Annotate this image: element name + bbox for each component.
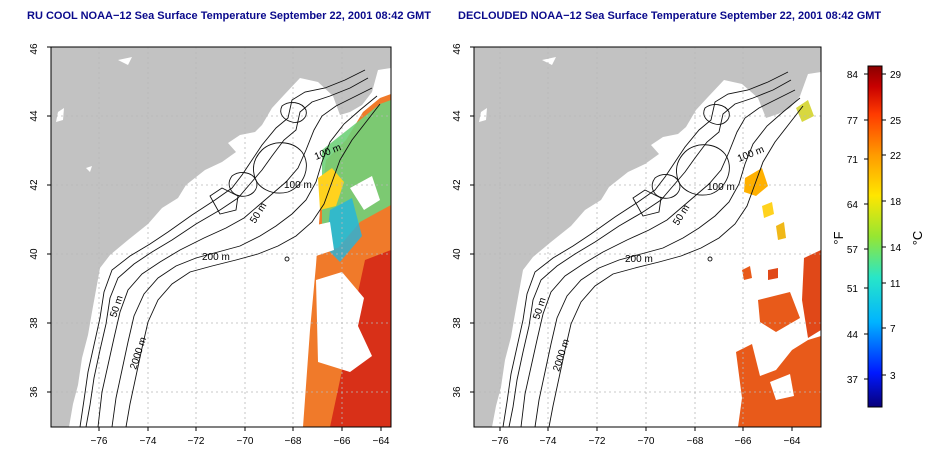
colorbar-f-tick-37: 37 (847, 375, 859, 386)
right-sst-patch-mid (758, 292, 800, 332)
right-y-tick-40: 40 (452, 248, 463, 260)
right-land-mass (474, 47, 821, 427)
left-x-tick-66: −66 (334, 436, 351, 447)
left-y-tick-36: 36 (29, 386, 40, 398)
right-label-200m: 200 m (625, 254, 653, 265)
right-x-tick-70: −70 (638, 436, 655, 447)
left-y-tick-42: 42 (29, 179, 40, 191)
left-lake-2 (56, 108, 64, 122)
left-bathymetry-contours (79, 69, 381, 428)
right-x-tick-74: −74 (540, 436, 557, 447)
left-panel-title: RU COOL NOAA−12 Sea Surface Temperature … (27, 10, 432, 22)
colorbar-fahrenheit-unit: °F (831, 231, 846, 244)
colorbar-f-tick-77: 77 (847, 116, 859, 127)
left-x-tick-74: −74 (140, 436, 157, 447)
right-sst-patch-east (802, 250, 821, 338)
right-bathymetry-contours (502, 71, 804, 428)
right-grid (474, 47, 821, 427)
right-x-tick-66: −66 (735, 436, 752, 447)
right-y-tick-38: 38 (452, 317, 463, 329)
right-x-tick-68: −68 (687, 436, 704, 447)
right-sst-patch-small (742, 266, 752, 280)
left-map-frame (50, 46, 392, 428)
right-cloud-gap (770, 374, 794, 400)
right-label-100m-south: 100 m (707, 182, 735, 193)
right-lake-2 (542, 57, 556, 65)
colorbar-gradient (867, 65, 883, 408)
left-label-200m: 200 m (202, 252, 230, 263)
left-sst-yellow (318, 168, 344, 210)
colorbar-c-tick-7: 7 (890, 324, 896, 335)
colorbar-c-tick-14: 14 (890, 243, 902, 254)
left-x-tick-72: −72 (188, 436, 205, 447)
colorbar-f-tick-51: 51 (847, 284, 859, 295)
left-x-tick-68: −68 (285, 436, 302, 447)
right-lake (479, 108, 487, 122)
colorbar-f-tick-57: 57 (847, 245, 859, 256)
right-map-frame (473, 46, 822, 428)
colorbar-c-tick-3: 3 (890, 371, 896, 382)
left-y-tick-44: 44 (29, 110, 40, 122)
right-x-tick-72: −72 (589, 436, 606, 447)
right-x-tick-76: −76 (492, 436, 509, 447)
left-y-tick-46: 46 (29, 43, 40, 55)
colorbar-c-tick-18: 18 (890, 197, 902, 208)
left-cloud-gap (316, 272, 372, 372)
left-grid (51, 47, 391, 427)
right-sst-patch-front-3 (776, 222, 786, 240)
right-sst-patch-small-2 (768, 268, 778, 280)
right-x-tick-64: −64 (784, 436, 801, 447)
colorbar-f-tick-64: 64 (847, 200, 859, 211)
colorbar-celsius-unit: °C (910, 231, 925, 246)
colorbar-f-tick-84: 84 (847, 70, 859, 81)
left-label-100m-south: 100 m (284, 180, 312, 191)
left-land-mass (51, 47, 391, 427)
right-ticks (470, 46, 793, 431)
colorbar-f-tick-71: 71 (847, 155, 859, 166)
colorbar-c-tick-22: 22 (890, 151, 902, 162)
left-y-tick-40: 40 (29, 248, 40, 260)
left-lake-3 (86, 166, 92, 172)
left-cloud-gap-2 (350, 176, 380, 210)
right-map-panel: 100 m 100 m 50 m 200 m 50 m 2000 m −76 −… (452, 43, 822, 447)
right-panel-title: DECLOUDED NOAA−12 Sea Surface Temperatur… (458, 10, 882, 22)
left-y-tick-38: 38 (29, 317, 40, 329)
left-cloud-gap-3 (312, 222, 334, 256)
colorbar-c-tick-25: 25 (890, 116, 902, 127)
colorbar: 84 77 71 64 57 51 44 37 29 25 22 18 14 1… (831, 65, 925, 408)
left-sst-front (326, 198, 362, 262)
left-lake (118, 57, 132, 65)
colorbar-c-tick-29: 29 (890, 70, 902, 81)
colorbar-ticks (864, 73, 886, 380)
left-x-tick-64: −64 (373, 436, 390, 447)
right-sst-patch-north (796, 100, 814, 122)
left-ticks (47, 46, 382, 431)
left-x-tick-76: −76 (91, 436, 108, 447)
colorbar-c-tick-11: 11 (890, 279, 901, 290)
right-y-tick-42: 42 (452, 179, 463, 191)
colorbar-f-tick-44: 44 (847, 330, 859, 341)
right-y-tick-36: 36 (452, 386, 463, 398)
left-x-tick-70: −70 (237, 436, 254, 447)
left-map-panel: 100 m 100 m 50 m 200 m 50 m 2000 m −76 −… (29, 43, 392, 447)
right-y-tick-46: 46 (452, 43, 463, 55)
right-sst-patch-front-2 (762, 202, 774, 218)
right-y-tick-44: 44 (452, 110, 463, 122)
